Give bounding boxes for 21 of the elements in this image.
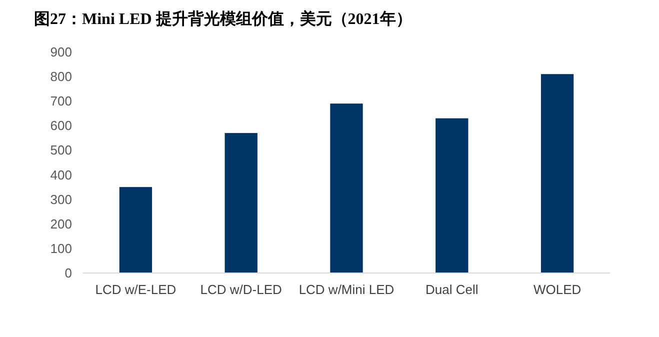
bar <box>540 74 574 273</box>
y-tick-label: 700 <box>50 94 72 109</box>
y-tick-label: 800 <box>50 69 72 84</box>
y-tick-label: 300 <box>50 192 72 207</box>
bar <box>436 118 468 273</box>
y-tick-label: 100 <box>50 240 72 256</box>
x-tick-label: LCD w/Mini LED <box>298 282 394 297</box>
bar <box>119 187 152 273</box>
bar <box>330 104 363 273</box>
y-tick-label: 200 <box>50 216 72 232</box>
y-tick-label: 600 <box>50 118 72 134</box>
y-tick-label: 0 <box>64 266 72 280</box>
y-tick-label: 900 <box>50 44 72 60</box>
x-tick-label: LCD w/D-LED <box>200 282 282 297</box>
y-tick-label: 500 <box>50 142 72 158</box>
x-tick-label: LCD w/E-LED <box>95 282 176 297</box>
bar <box>224 133 258 273</box>
x-tick-label: Dual Cell <box>426 282 478 297</box>
chart-title: 图27：Mini LED 提升背光模组价值，美元（2021年） <box>34 9 412 28</box>
y-tick-label: 400 <box>50 167 72 182</box>
x-tick-label: WOLED <box>533 282 582 297</box>
